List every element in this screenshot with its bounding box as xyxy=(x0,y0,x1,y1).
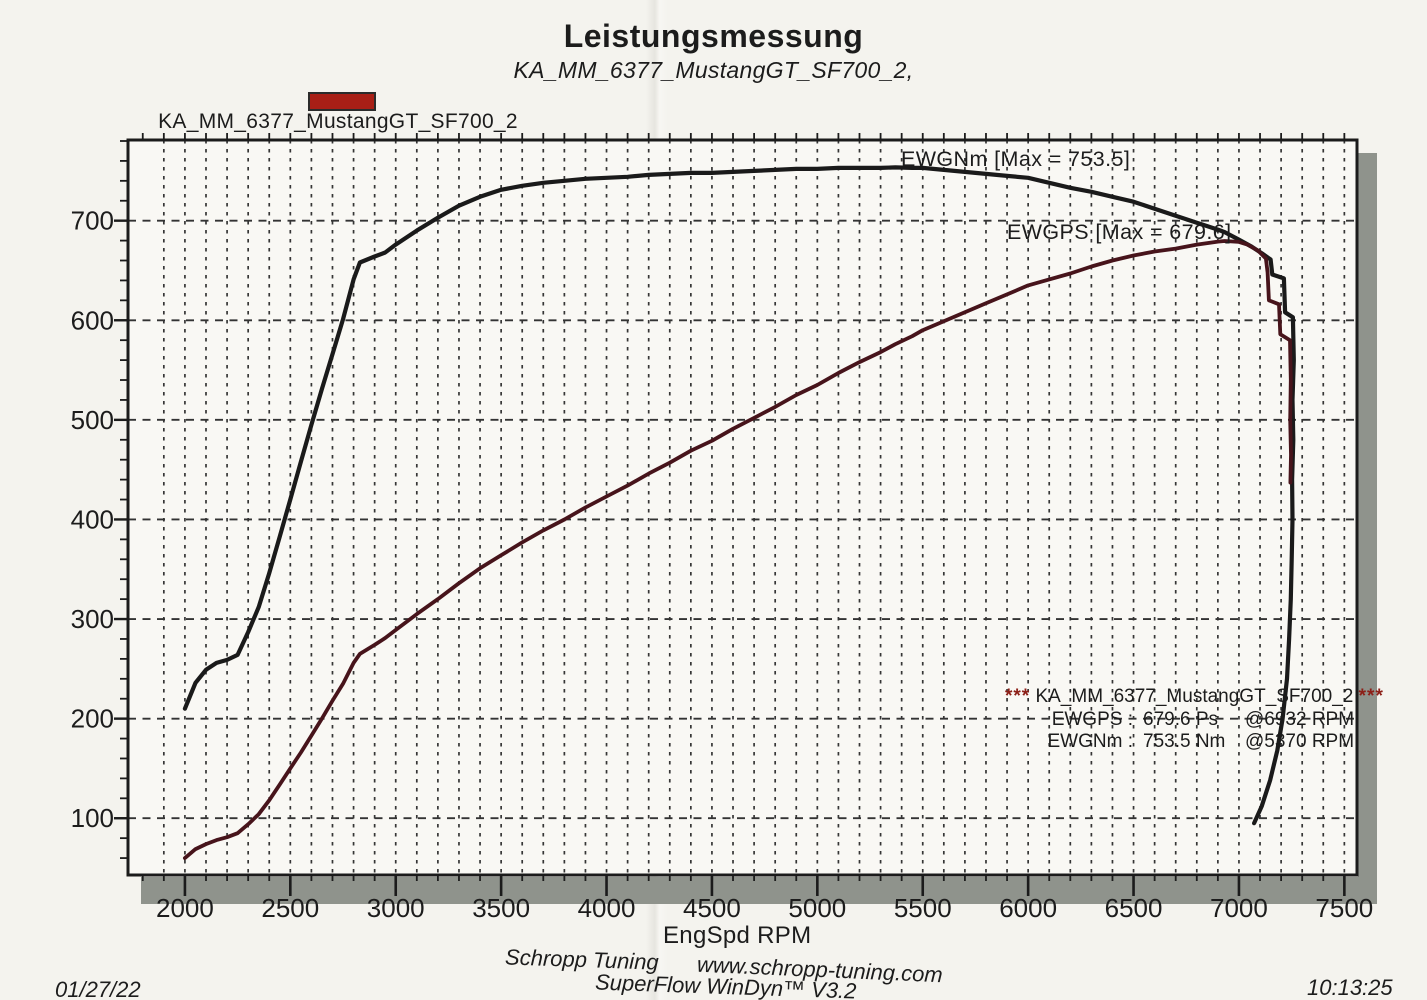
y-tick-label: 400 xyxy=(71,504,114,534)
x-tick-label: 3500 xyxy=(472,893,530,923)
y-tick-label: 600 xyxy=(71,305,114,335)
report-title: Leistungsmessung xyxy=(563,18,864,54)
x-tick-label: 7500 xyxy=(1315,893,1373,923)
result-power-name: EWGPS : xyxy=(1051,708,1133,730)
result-power-value: 679.6 Ps xyxy=(1143,708,1218,730)
y-tick-label: 500 xyxy=(71,405,114,435)
x-tick-label: 4000 xyxy=(578,893,636,923)
footer-time: 10:13:25 xyxy=(1307,975,1393,1000)
y-tick-label: 700 xyxy=(71,206,114,236)
x-tick-label: 2000 xyxy=(156,893,214,923)
result-stars-left: *** xyxy=(1005,686,1031,707)
x-tick-label: 6500 xyxy=(1105,893,1163,923)
x-tick-label: 3000 xyxy=(367,893,425,923)
axis-ticks xyxy=(114,133,1346,896)
result-box-title: *** KA_MM_6377_MustangGT_SF700_2 *** xyxy=(1005,686,1383,709)
x-tick-label: 2500 xyxy=(261,893,319,923)
ewgnm-curve xyxy=(182,165,1296,826)
report-subtitle: KA_MM_6377_MustangGT_SF700_2, xyxy=(513,57,914,83)
x-tick-label: 4500 xyxy=(683,893,741,923)
dyno-curves xyxy=(182,165,1296,860)
legend-run-label: KA_MM_6377_MustangGT_SF700_2 xyxy=(158,110,518,133)
y-tick-label: 200 xyxy=(71,704,114,734)
x-tick-label: 6000 xyxy=(999,893,1057,923)
result-row-power: EWGPS : 679.6 Ps @6932 RPM xyxy=(1005,709,1357,732)
result-box: *** KA_MM_6377_MustangGT_SF700_2 *** EWG… xyxy=(1005,686,1383,754)
result-stars-right: *** xyxy=(1358,686,1384,707)
result-row-torque: EWGNm : 753.5 Nm @5370 RPM xyxy=(1005,731,1357,754)
result-torque-name: EWGNm : xyxy=(1047,731,1134,752)
axis-tick-labels: 100 200 300 400 500 600 700 2000 2500 3000 3500 400… xyxy=(71,206,1374,923)
result-power-rpm: @6932 RPM xyxy=(1245,708,1355,730)
x-axis-title: EngSpd RPM xyxy=(663,922,812,949)
y-tick-label: 300 xyxy=(71,604,114,634)
x-tick-label: 5000 xyxy=(788,893,846,923)
ewgps-curve xyxy=(183,239,1293,860)
chart-drop-shadow xyxy=(141,153,1377,904)
torque-curve-label: EWGNm [Max = 753.5] xyxy=(901,147,1131,171)
result-torque-value: 753.5 Nm xyxy=(1143,731,1226,752)
legend-color-swatch xyxy=(308,92,376,111)
power-curve-label: EWGPS [Max = 679.6] xyxy=(1007,220,1232,244)
result-torque-rpm: @5370 RPM xyxy=(1245,731,1355,752)
result-run-name: KA_MM_6377_MustangGT_SF700_2 xyxy=(1030,686,1359,707)
plot-border xyxy=(126,138,1359,877)
chart-gridlines xyxy=(128,140,1357,875)
x-tick-label: 7000 xyxy=(1210,893,1268,923)
y-tick-label: 100 xyxy=(71,803,114,833)
x-tick-label: 5500 xyxy=(894,893,952,923)
footer-date: 01/27/22 xyxy=(55,977,141,1000)
